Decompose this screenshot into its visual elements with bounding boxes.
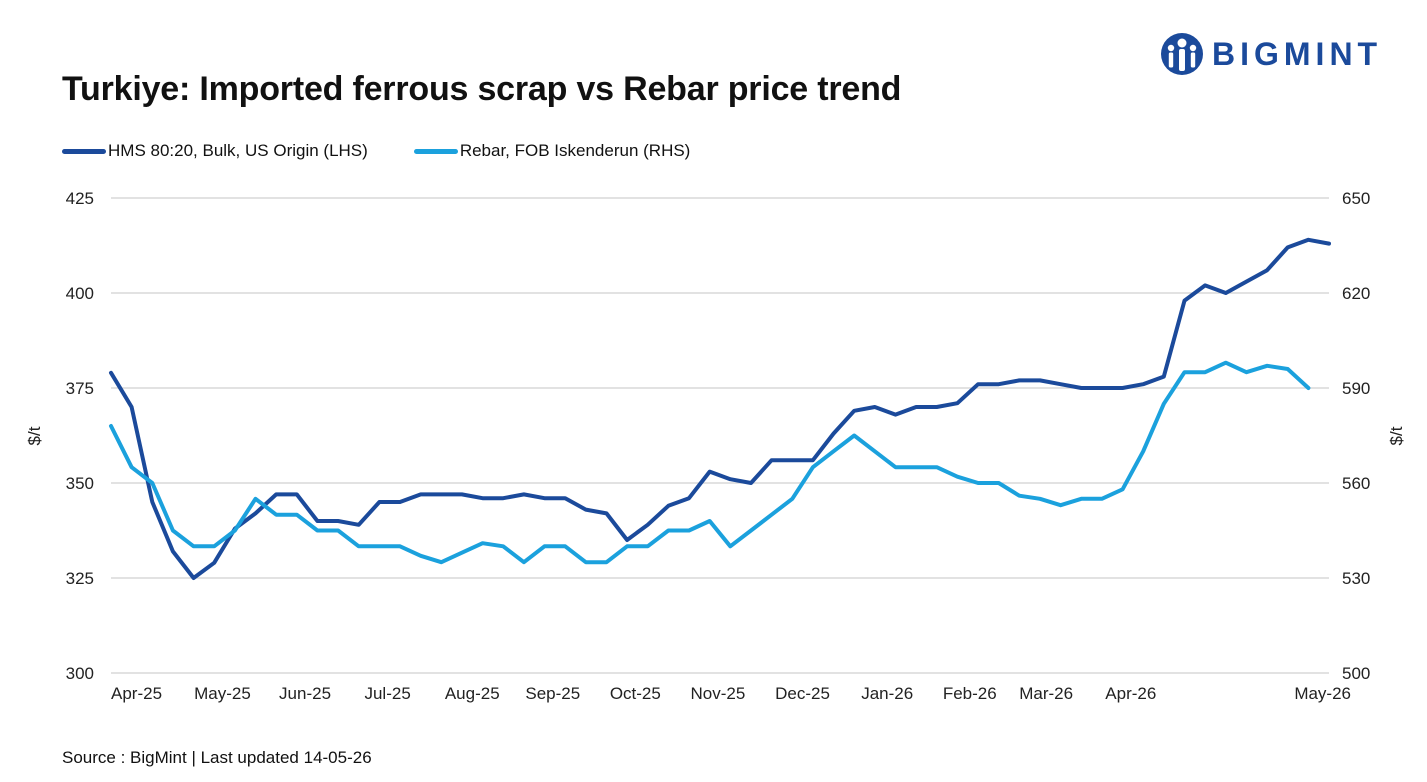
- bigmint-logo: BIGMINT: [1160, 28, 1385, 80]
- x-tick-label: Mar-26: [1019, 684, 1073, 703]
- y-tick-label-left: 425: [66, 189, 94, 208]
- y-tick-label-left: 350: [66, 474, 94, 493]
- y-tick-label-right: 530: [1342, 569, 1370, 588]
- y-axis-title-right: $/t: [1387, 426, 1406, 445]
- x-tick-label: Dec-25: [775, 684, 830, 703]
- y-tick-label-left: 300: [66, 664, 94, 683]
- x-tick-label: Apr-25: [111, 684, 162, 703]
- series-line-hms: [109, 237, 1331, 580]
- y-tick-label-left: 400: [66, 284, 94, 303]
- y-tick-label-left: 375: [66, 379, 94, 398]
- x-tick-label: May-25: [194, 684, 251, 703]
- bigmint-logo-icon: [1161, 33, 1203, 75]
- x-tick-label: Jun-25: [279, 684, 331, 703]
- x-tick-label: Feb-26: [943, 684, 997, 703]
- x-tick-label: Oct-25: [610, 684, 661, 703]
- y-tick-label-right: 500: [1342, 664, 1370, 683]
- y-tick-label-right: 650: [1342, 189, 1370, 208]
- x-tick-label: Aug-25: [445, 684, 500, 703]
- legend-label-rebar: Rebar, FOB Iskenderun (RHS): [459, 141, 691, 160]
- y-axis-title-left: $/t: [25, 426, 44, 445]
- x-tick-label: Jan-26: [861, 684, 913, 703]
- series-line-rebar: [109, 360, 1311, 565]
- y-tick-label-right: 590: [1342, 379, 1370, 398]
- legend-item-hms: HMS 80:20, Bulk, US Origin (LHS): [62, 141, 368, 161]
- source-note: Source : BigMint | Last updated 14-05-26: [62, 748, 372, 767]
- y-tick-label-right: 560: [1342, 474, 1370, 493]
- y-tick-label-right: 620: [1342, 284, 1370, 303]
- x-tick-label: Nov-25: [691, 684, 746, 703]
- x-tick-label: Apr-26: [1105, 684, 1156, 703]
- legend-swatch-hms: [62, 148, 106, 154]
- legend-label-hms: HMS 80:20, Bulk, US Origin (LHS): [108, 141, 368, 160]
- y-tick-label-left: 325: [66, 569, 94, 588]
- chart-legend: HMS 80:20, Bulk, US Origin (LHS) Rebar, …: [62, 141, 690, 161]
- x-tick-label: May-26: [1294, 684, 1351, 703]
- legend-swatch-rebar: [413, 148, 458, 154]
- legend-item-rebar: Rebar, FOB Iskenderun (RHS): [413, 141, 691, 161]
- bigmint-logo-text: BIGMINT: [1212, 36, 1383, 72]
- chart-title: Turkiye: Imported ferrous scrap vs Rebar…: [62, 70, 902, 108]
- x-tick-label: Jul-25: [364, 684, 410, 703]
- x-tick-label: Sep-25: [525, 684, 580, 703]
